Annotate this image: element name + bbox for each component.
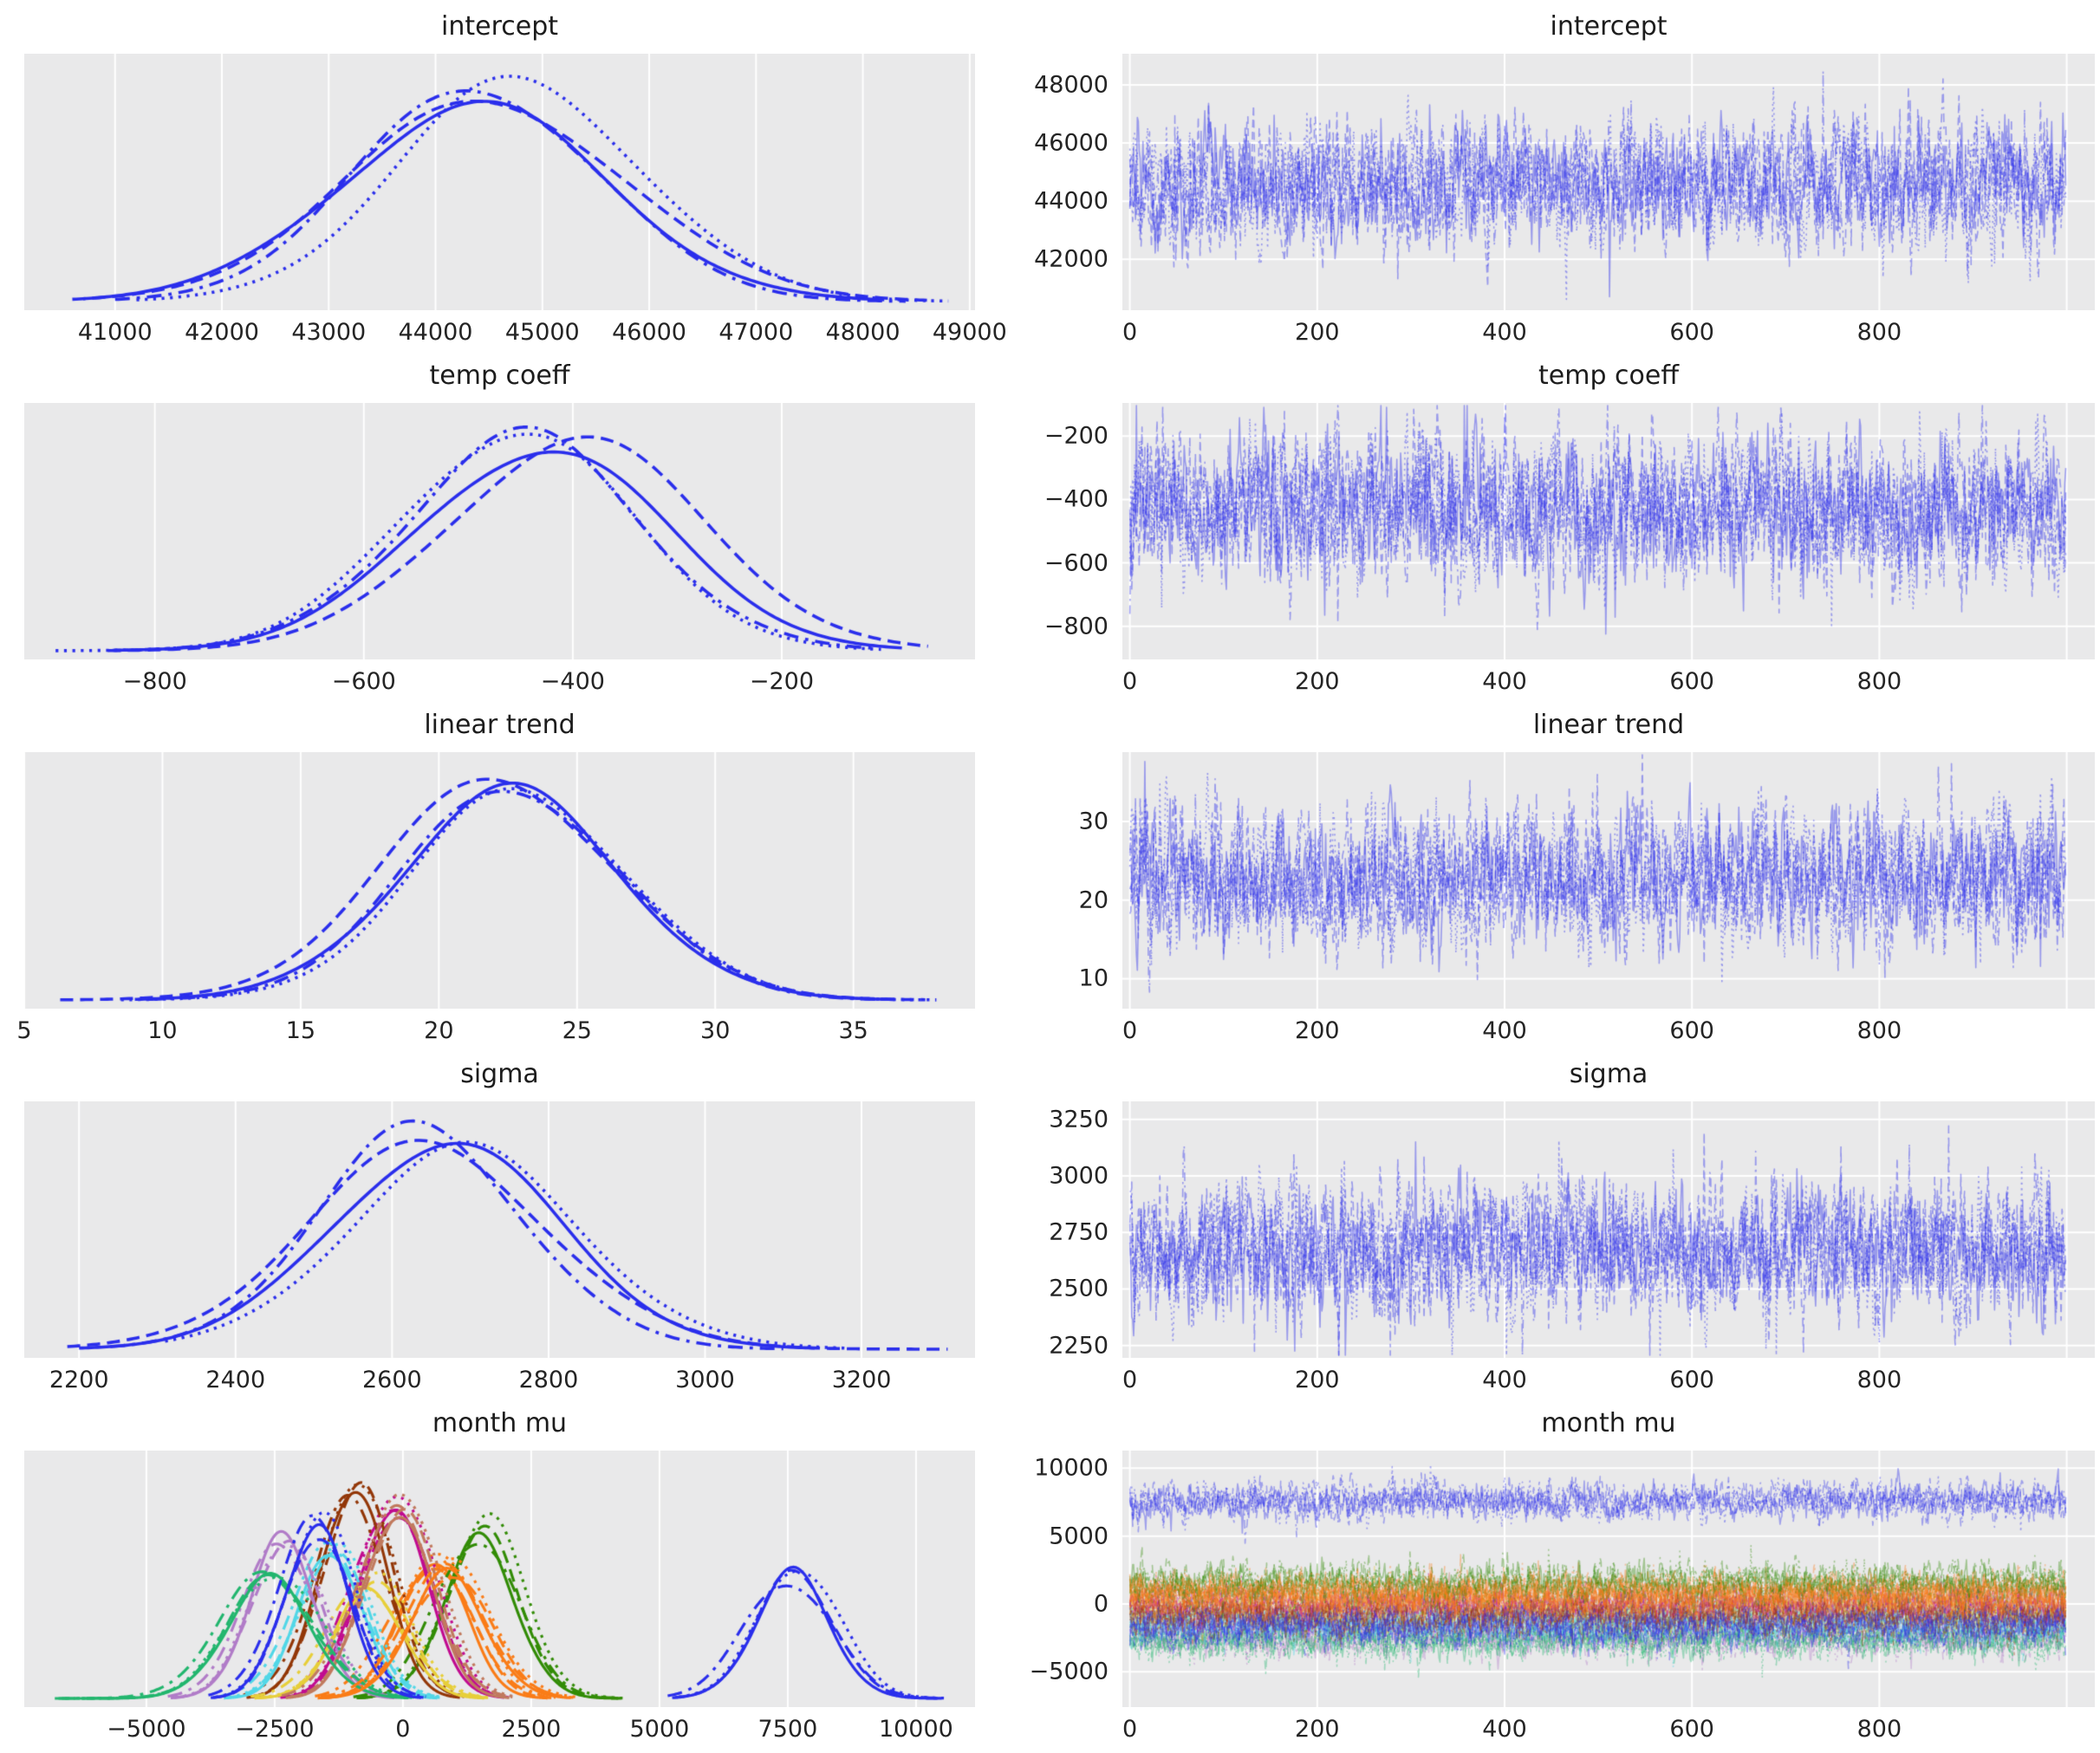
- linear-trend-kde-title: linear trend: [424, 710, 575, 740]
- y-tick-label: 3250: [1049, 1106, 1109, 1133]
- sigma-trace-title: sigma: [1569, 1059, 1648, 1089]
- y-tick-label: 0: [1093, 1590, 1109, 1618]
- x-tick-label: 600: [1669, 668, 1714, 695]
- x-tick-label: −2500: [235, 1716, 315, 1743]
- temp-coeff-trace-plot: [1122, 403, 2095, 659]
- temp-coeff-trace-title: temp coeff: [1538, 360, 1679, 391]
- linear-trend-kde-plot: [24, 752, 975, 1009]
- x-tick-label: 0: [1122, 1367, 1138, 1393]
- x-tick-label: 600: [1669, 1017, 1714, 1044]
- month-mu-trace-plot: [1122, 1451, 2095, 1707]
- y-tick-label: −800: [1043, 613, 1109, 640]
- x-tick-label: 800: [1856, 668, 1902, 695]
- x-tick-label: 0: [1122, 1017, 1138, 1044]
- x-tick-label: 600: [1669, 1716, 1714, 1743]
- x-tick-label: 200: [1295, 668, 1340, 695]
- y-tick-label: 2250: [1049, 1332, 1109, 1360]
- linear-trend-trace-title: linear trend: [1532, 710, 1685, 740]
- y-tick-label: 10: [1078, 964, 1109, 992]
- y-tick-label: 46000: [1034, 129, 1109, 157]
- y-tick-label: 10000: [1034, 1454, 1109, 1482]
- x-tick-label: 800: [1856, 1017, 1902, 1044]
- x-tick-label: 600: [1669, 319, 1714, 346]
- x-tick-label: 0: [1122, 319, 1138, 346]
- linear-trend-trace-plot: [1122, 752, 2095, 1009]
- y-tick-label: 2750: [1049, 1218, 1109, 1246]
- intercept-kde-plot: [24, 54, 975, 310]
- y-tick-label: 44000: [1034, 187, 1109, 215]
- x-tick-label: 44000: [398, 319, 473, 346]
- x-tick-label: 0: [1122, 668, 1138, 695]
- x-tick-label: 35: [838, 1017, 868, 1044]
- x-tick-label: 0: [1122, 1716, 1138, 1743]
- y-tick-label: 5000: [1049, 1523, 1109, 1550]
- x-tick-label: −800: [122, 668, 187, 695]
- x-tick-label: 800: [1856, 1367, 1902, 1393]
- x-tick-label: 47000: [718, 319, 794, 346]
- x-tick-label: 200: [1295, 1716, 1340, 1743]
- x-tick-label: 48000: [825, 319, 900, 346]
- y-tick-label: 30: [1078, 808, 1109, 835]
- intercept-kde-title: intercept: [441, 11, 558, 42]
- temp-coeff-kde-title: temp coeff: [429, 360, 570, 391]
- y-tick-label: 2500: [1049, 1275, 1109, 1302]
- x-tick-label: 43000: [291, 319, 367, 346]
- x-tick-label: 25: [562, 1017, 592, 1044]
- x-tick-label: 400: [1482, 1367, 1527, 1393]
- x-tick-label: −400: [540, 668, 605, 695]
- intercept-trace-plot: [1122, 54, 2095, 310]
- y-tick-label: −5000: [1029, 1658, 1109, 1685]
- x-tick-label: 2400: [205, 1367, 266, 1393]
- x-tick-label: 200: [1295, 319, 1340, 346]
- x-tick-label: 400: [1482, 1017, 1527, 1044]
- x-tick-label: 200: [1295, 1017, 1340, 1044]
- x-tick-label: −600: [331, 668, 396, 695]
- x-tick-label: 7500: [757, 1716, 818, 1743]
- y-tick-label: −400: [1043, 485, 1109, 513]
- x-tick-label: 800: [1856, 1716, 1902, 1743]
- x-tick-label: 600: [1669, 1367, 1714, 1393]
- month-mu-trace-title: month mu: [1541, 1408, 1676, 1438]
- x-tick-label: 400: [1482, 319, 1527, 346]
- y-tick-label: 20: [1078, 886, 1109, 914]
- x-tick-label: 400: [1482, 668, 1527, 695]
- x-tick-label: 45000: [504, 319, 580, 346]
- x-tick-label: 42000: [185, 319, 259, 346]
- sigma-kde-title: sigma: [460, 1059, 539, 1089]
- y-tick-label: −600: [1043, 549, 1109, 577]
- x-tick-label: 2200: [49, 1367, 109, 1393]
- x-tick-label: 30: [700, 1017, 731, 1044]
- x-tick-label: 2800: [518, 1367, 579, 1393]
- x-tick-label: 400: [1482, 1716, 1527, 1743]
- x-tick-label: 5000: [629, 1716, 690, 1743]
- x-tick-label: 200: [1295, 1367, 1340, 1393]
- month-mu-kde-plot: [24, 1451, 975, 1707]
- intercept-trace-title: intercept: [1550, 11, 1668, 42]
- month-mu-kde-title: month mu: [432, 1408, 568, 1438]
- sigma-trace-plot: [1122, 1101, 2095, 1358]
- temp-coeff-kde-plot: [24, 403, 975, 659]
- x-tick-label: 10: [147, 1017, 178, 1044]
- x-tick-label: 49000: [932, 319, 1007, 346]
- x-tick-label: 3200: [831, 1367, 892, 1393]
- x-tick-label: 41000: [77, 319, 153, 346]
- x-tick-label: 0: [395, 1716, 411, 1743]
- y-tick-label: 3000: [1049, 1162, 1109, 1190]
- x-tick-label: −200: [749, 668, 815, 695]
- y-tick-label: 48000: [1034, 71, 1109, 99]
- x-tick-label: 10000: [878, 1716, 953, 1743]
- x-tick-label: −5000: [107, 1716, 186, 1743]
- x-tick-label: 15: [285, 1017, 316, 1044]
- sigma-kde-plot: [24, 1101, 975, 1358]
- x-tick-label: 800: [1856, 319, 1902, 346]
- x-tick-label: 3000: [675, 1367, 735, 1393]
- y-tick-label: −200: [1043, 422, 1109, 450]
- y-tick-label: 42000: [1034, 245, 1109, 273]
- x-tick-label: 2600: [361, 1367, 422, 1393]
- x-tick-label: 5: [16, 1017, 32, 1044]
- x-tick-label: 20: [424, 1017, 454, 1044]
- x-tick-label: 46000: [612, 319, 686, 346]
- x-tick-label: 2500: [501, 1716, 562, 1743]
